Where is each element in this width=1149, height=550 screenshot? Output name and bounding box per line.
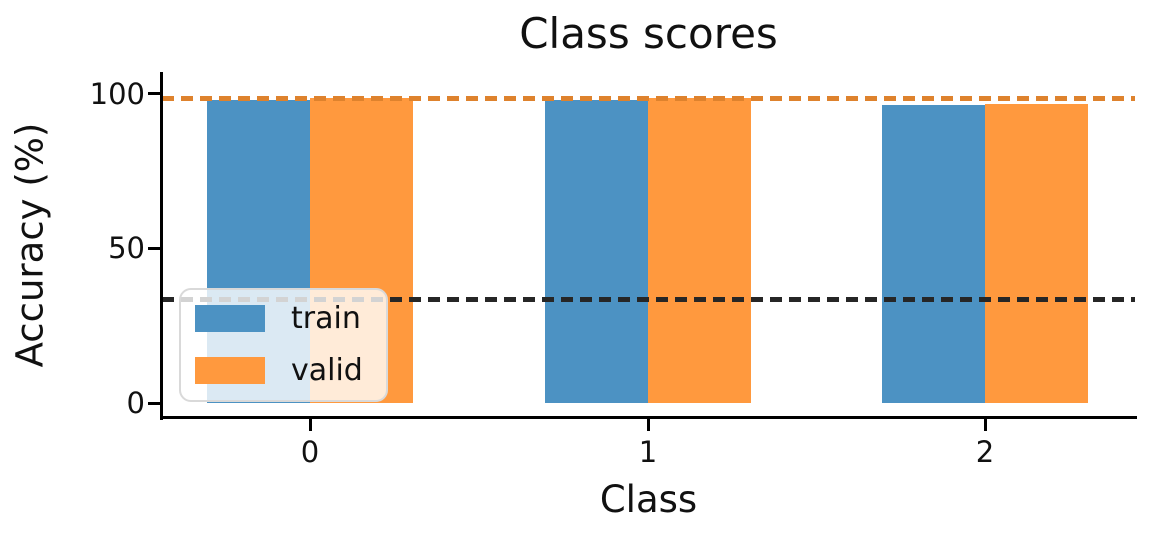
legend-swatch-train (195, 305, 265, 332)
chance-level-line (162, 297, 1135, 303)
x-tick-mark-0 (308, 419, 312, 431)
chart-title: Class scores (519, 9, 778, 58)
legend-swatch-valid (195, 357, 265, 384)
x-tick-label-0: 0 (300, 435, 320, 469)
bar-train-class2 (882, 104, 985, 403)
y-tick-label-100: 100 (89, 76, 145, 111)
legend-label-train: train (291, 301, 361, 336)
legend-label-valid: valid (291, 353, 363, 388)
y-axis-label: Accuracy (%) (8, 122, 52, 368)
y-tick-label-0: 0 (126, 386, 145, 420)
y-tick-mark-50 (148, 246, 160, 250)
valid-reference-line (162, 95, 1135, 101)
x-tick-label-1: 1 (638, 435, 658, 469)
y-tick-mark-0 (148, 401, 160, 405)
legend: train valid (179, 288, 388, 402)
x-tick-mark-1 (646, 419, 650, 431)
bar-valid-class2 (985, 104, 1088, 403)
x-axis-label: Class (599, 478, 698, 521)
bar-valid-class1 (648, 98, 751, 403)
y-tick-mark-100 (148, 92, 160, 95)
x-tick-label-2: 2 (975, 435, 995, 469)
bar-train-class1 (545, 99, 648, 403)
y-tick-label-50: 50 (108, 231, 145, 266)
x-axis-spine (160, 416, 1137, 419)
y-axis-spine (160, 72, 163, 420)
x-tick-mark-2 (983, 419, 987, 431)
